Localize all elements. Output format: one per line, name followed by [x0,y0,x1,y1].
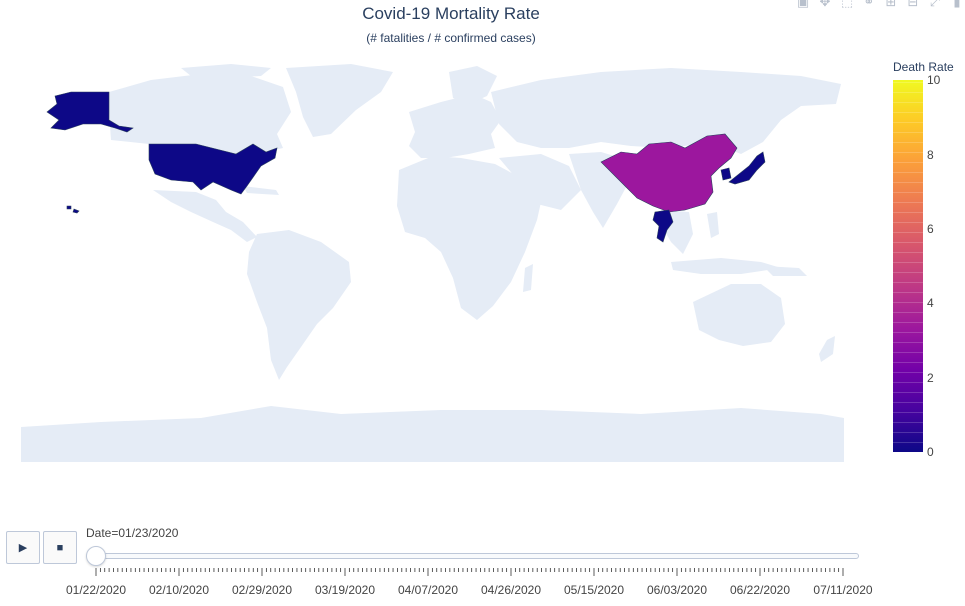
colorbar-title: Death Rate [893,60,954,74]
highlighted-countries-layer [46,91,766,243]
land-layer [21,64,844,462]
country-thailand[interactable] [652,209,674,243]
world-map[interactable] [21,62,844,462]
hover-icon[interactable]: ▮ [953,0,961,9]
land-canada [109,74,291,154]
land-greenland [286,64,393,137]
land-south-america [247,230,351,380]
zoom-in-icon[interactable]: ⊞ [885,0,897,9]
slider-date-label[interactable]: 01/22/2020 [65,583,127,597]
slider-current-value: Date=01/23/2020 [86,526,179,540]
land-indonesia [671,258,781,274]
land-arctic-islands [181,64,271,78]
slider-date-label[interactable]: 04/26/2020 [480,583,542,597]
camera-icon[interactable]: ▣ [796,0,810,9]
colorbar-tick-6: 6 [927,222,934,236]
country-south-korea[interactable] [720,167,732,181]
slider-date-label[interactable]: 06/22/2020 [729,583,791,597]
land-scandinavia [449,66,497,104]
zoom-out-icon[interactable]: ⊟ [907,0,919,9]
country-usa-hawaii[interactable] [66,205,80,214]
lasso-icon[interactable]: ⚭ [863,0,875,9]
land-europe [409,94,501,158]
colorbar-tick-0: 0 [927,445,934,459]
colorbar-tick-2: 2 [927,371,934,385]
land-madagascar [523,264,533,292]
land-philippines [707,212,719,238]
land-australia [693,284,785,346]
stop-button[interactable]: ■ [43,531,77,564]
country-japan[interactable] [728,151,766,185]
land-new-guinea [763,266,807,276]
chart-subtitle: (# fatalities / # confirmed cases) [366,31,536,45]
play-icon: ▶ [18,542,28,554]
play-button[interactable]: ▶ [6,531,40,564]
country-usa[interactable] [148,143,278,195]
country-usa-alaska[interactable] [46,91,134,133]
land-russia [491,68,841,154]
slider-date-label[interactable]: 05/15/2020 [563,583,625,597]
colorbar-tick-8: 8 [927,148,934,162]
slider-handle[interactable] [86,546,106,566]
slider-date-label[interactable]: 04/07/2020 [397,583,459,597]
chart-title: Covid-19 Mortality Rate [362,4,540,23]
slider-date-label[interactable]: 06/03/2020 [646,583,708,597]
land-mexico [153,190,257,242]
pan-icon[interactable]: ✥ [819,0,831,9]
country-china[interactable] [600,133,738,213]
slider-date-label[interactable]: 02/29/2020 [231,583,293,597]
land-middle-east [499,154,581,210]
slider-ticks [95,568,844,576]
land-antarctica [21,406,844,462]
reset-icon[interactable]: ⤢ [929,0,941,9]
date-slider[interactable] [86,553,859,559]
box-select-icon[interactable]: ⬚ [840,0,854,9]
slider-date-label[interactable]: 02/10/2020 [148,583,210,597]
slider-date-label[interactable]: 03/19/2020 [314,583,376,597]
land-new-zealand [819,336,835,362]
slider-date-label[interactable]: 07/11/2020 [813,583,873,597]
colorbar-tick-10: 10 [927,73,941,87]
stop-icon: ■ [56,542,64,554]
land-caribbean [243,186,279,195]
colorbar [893,80,923,452]
modebar: ▣ ✥ ⬚ ⚭ ⊞ ⊟ ⤢ ▮ [795,0,965,10]
land-uk [413,109,424,127]
colorbar-tick-4: 4 [927,296,934,310]
land-africa [397,156,541,320]
